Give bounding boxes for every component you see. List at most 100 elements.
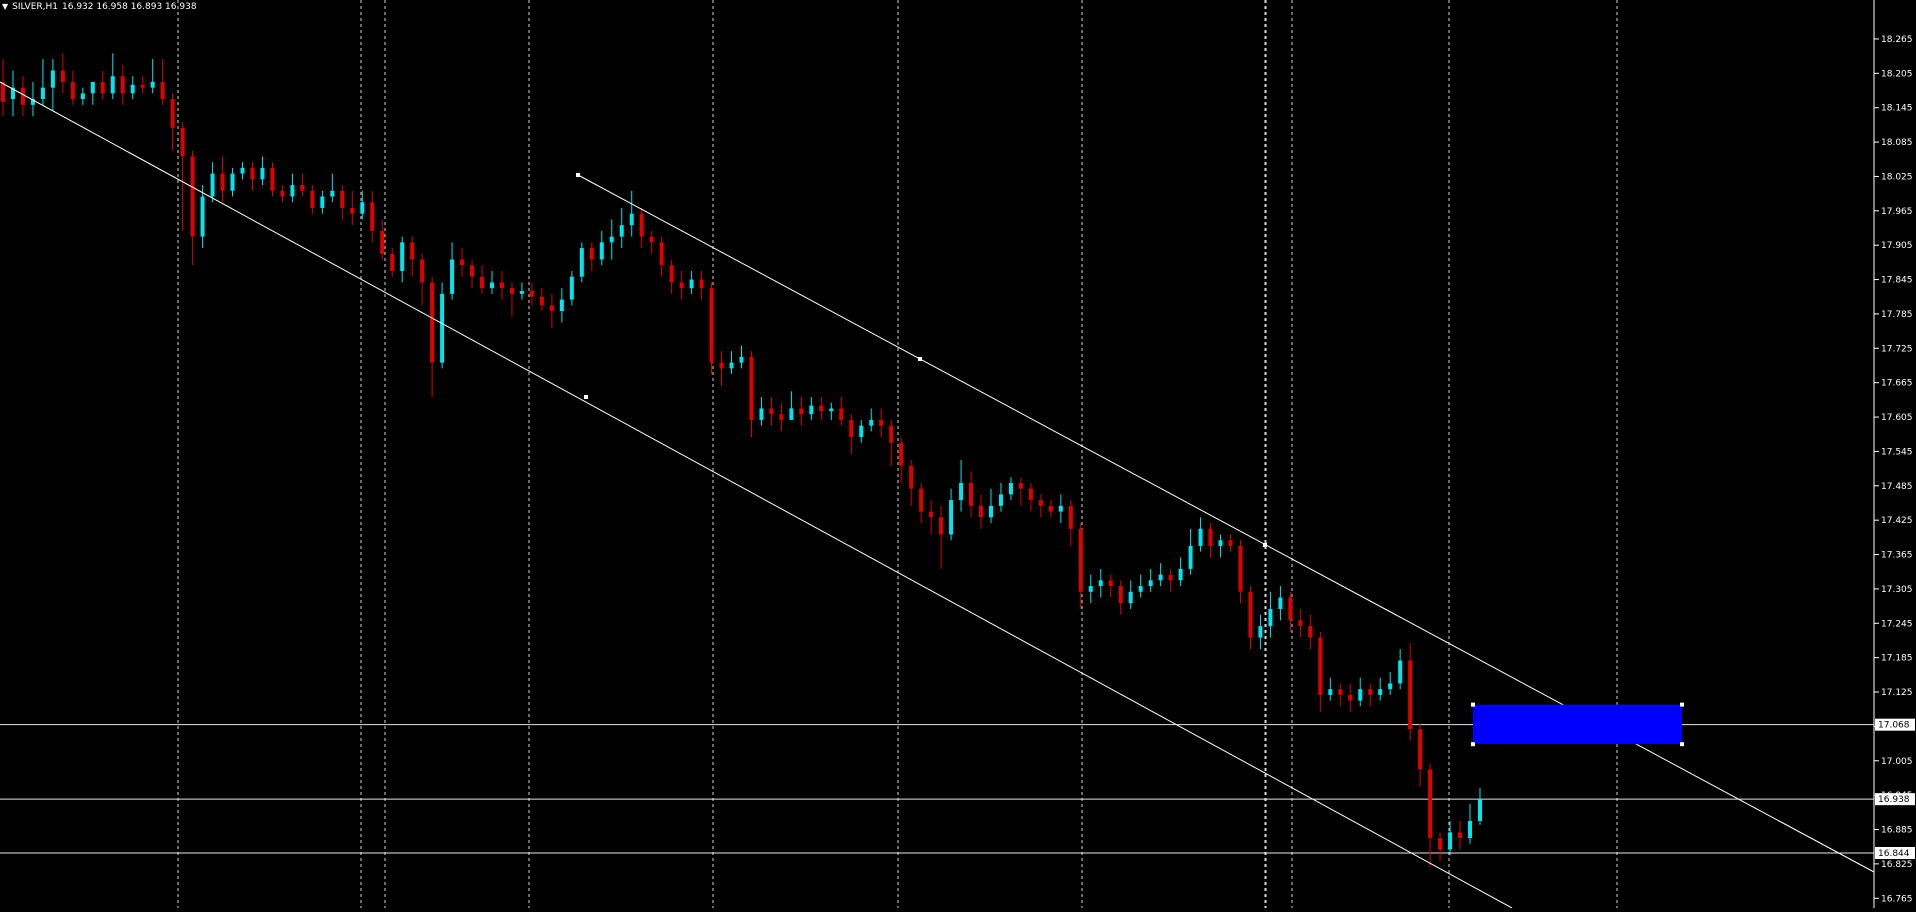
label-box-16938-text: 16.938 [1878, 795, 1910, 805]
candle-body-13 [130, 84, 135, 94]
candle-body-32 [320, 196, 325, 208]
price-tick-label-4: 18.025 [1881, 172, 1913, 182]
collapse-triangle-icon[interactable]: ▼ [2, 2, 9, 11]
candle-body-87 [869, 419, 874, 426]
candle-body-21 [210, 173, 215, 197]
price-tick-label-5: 17.965 [1881, 207, 1913, 217]
candle-body-84 [839, 408, 844, 420]
candle-body-143 [1428, 769, 1433, 839]
price-tick-label-21: 17.005 [1881, 757, 1913, 767]
chart-title-bar: ▼ SILVER,H1 16.932 16.958 16.893 16.938 [2, 0, 197, 14]
candle-body-118 [1178, 568, 1183, 581]
price-tick-label-25: 16.765 [1881, 894, 1913, 904]
candle-body-1 [10, 87, 15, 100]
candle-body-71 [709, 288, 714, 363]
candle-body-15 [150, 81, 155, 88]
candle-body-19 [190, 156, 195, 237]
candle-body-91 [909, 465, 914, 489]
candle-body-64 [639, 213, 644, 237]
candle-body-88 [879, 419, 884, 426]
candle-body-138 [1378, 689, 1383, 695]
candle-body-18 [180, 127, 185, 157]
label-box-17068 [1875, 718, 1915, 731]
price-tick-label-1: 18.205 [1881, 69, 1913, 79]
zone-handle-3 [1680, 742, 1684, 747]
candle-body-95 [949, 500, 954, 535]
candle-body-44 [440, 293, 445, 363]
price-tick-label-3: 18.085 [1881, 138, 1913, 148]
label-box-16844-text: 16.844 [1878, 849, 1910, 859]
candle-body-79 [789, 408, 794, 420]
channel-anchor-point-1 [918, 357, 922, 361]
candle-body-2 [20, 87, 25, 105]
candle-body-30 [300, 185, 305, 191]
candle-body-122 [1218, 540, 1223, 546]
candle-body-81 [809, 405, 814, 415]
supply-zone-rectangle [1473, 704, 1682, 745]
candle-body-109 [1088, 586, 1093, 592]
candle-body-130 [1298, 620, 1303, 627]
candle-body-148 [1478, 799, 1482, 821]
channel-upper-line [577, 174, 1875, 873]
candle-body-75 [749, 356, 754, 420]
candle-body-53 [529, 291, 534, 297]
candle-body-78 [779, 414, 784, 420]
label-box-16844 [1875, 847, 1915, 860]
candle-body-133 [1328, 689, 1333, 695]
candle-body-0 [1, 81, 5, 102]
candle-body-89 [889, 425, 894, 443]
label-box-16938 [1875, 793, 1915, 806]
candle-body-27 [270, 167, 275, 191]
price-tick-label-18: 17.185 [1881, 654, 1913, 664]
price-tick-label-23: 16.885 [1881, 826, 1913, 836]
candle-body-140 [1398, 660, 1403, 684]
candle-body-124 [1238, 545, 1243, 592]
candle-body-60 [599, 242, 604, 260]
candle-body-29 [290, 185, 295, 197]
candle-body-135 [1348, 694, 1353, 701]
candle-body-63 [629, 213, 634, 226]
candle-body-98 [979, 505, 984, 518]
candle-body-101 [1008, 482, 1013, 495]
candle-body-58 [579, 248, 584, 277]
candle-body-23 [230, 173, 235, 191]
candle-body-85 [849, 419, 854, 438]
candle-body-106 [1058, 505, 1063, 512]
candle-body-9 [90, 81, 95, 94]
price-tick-label-10: 17.665 [1881, 379, 1913, 389]
candle-body-137 [1368, 689, 1373, 695]
candle-body-103 [1028, 488, 1033, 501]
candle-body-45 [450, 259, 455, 294]
candle-body-105 [1048, 505, 1053, 512]
channel-anchor-point-3 [584, 395, 588, 399]
candle-body-3 [30, 99, 35, 105]
candle-body-38 [380, 230, 385, 254]
candle-body-116 [1158, 574, 1163, 581]
zone-handle-2 [1471, 742, 1475, 747]
candle-body-55 [549, 305, 554, 312]
candle-body-142 [1418, 729, 1423, 770]
candle-body-6 [60, 70, 65, 82]
candle-body-115 [1148, 580, 1153, 587]
channel-lower-line [0, 81, 1513, 909]
candle-body-147 [1468, 820, 1473, 839]
candle-body-67 [669, 265, 674, 283]
candle-body-43 [430, 282, 435, 363]
candle-body-48 [480, 276, 485, 289]
candle-body-100 [998, 494, 1003, 506]
candle-body-131 [1308, 626, 1313, 638]
candle-body-144 [1438, 838, 1443, 850]
candle-body-125 [1248, 591, 1253, 638]
candle-body-102 [1018, 482, 1023, 489]
candle-body-97 [969, 482, 974, 506]
candle-body-62 [619, 225, 624, 237]
candle-body-120 [1198, 528, 1203, 546]
candle-body-12 [120, 76, 125, 94]
ohlc-readout: 16.932 16.958 16.893 16.938 [62, 2, 197, 12]
candle-body-4 [40, 87, 45, 100]
candle-body-16 [160, 81, 165, 100]
candle-body-72 [719, 362, 724, 369]
candle-body-36 [360, 202, 365, 214]
